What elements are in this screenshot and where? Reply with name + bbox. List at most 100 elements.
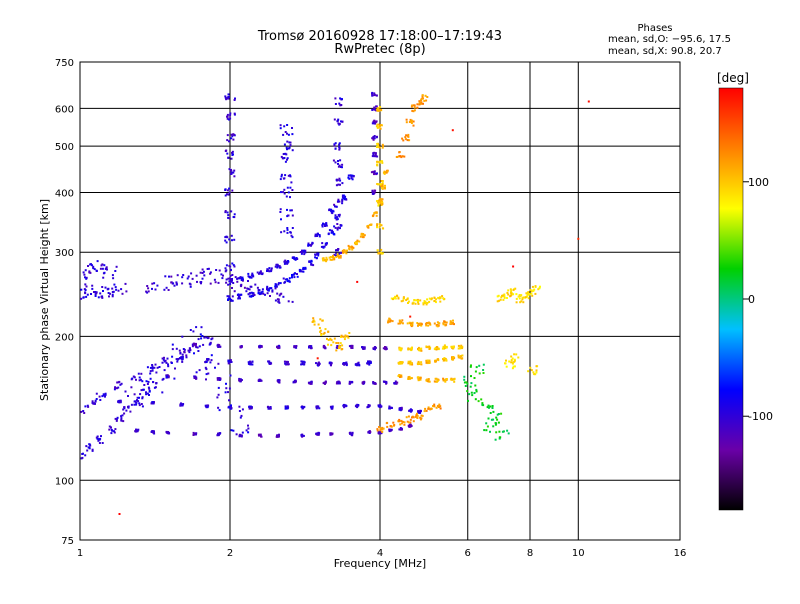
data-point <box>286 186 289 189</box>
data-point <box>110 426 112 429</box>
data-point <box>372 135 375 138</box>
data-point <box>399 155 402 158</box>
data-point <box>246 287 249 290</box>
data-point <box>226 152 229 155</box>
data-point <box>268 362 271 365</box>
data-point <box>500 412 503 415</box>
data-point <box>102 276 105 279</box>
data-point <box>382 145 385 148</box>
data-point <box>337 122 340 125</box>
data-point <box>199 271 202 274</box>
data-point <box>451 378 454 381</box>
data-point <box>156 366 159 369</box>
data-point <box>433 403 436 406</box>
data-point <box>371 155 374 158</box>
data-point <box>146 392 149 395</box>
data-point <box>318 327 321 329</box>
data-point <box>119 399 122 402</box>
data-point <box>330 362 333 365</box>
data-point <box>383 172 386 175</box>
data-point <box>290 209 293 212</box>
data-point <box>342 194 345 197</box>
data-point <box>504 362 506 365</box>
data-point <box>278 433 280 436</box>
data-point <box>84 283 87 286</box>
data-point <box>82 296 85 299</box>
data-point <box>122 408 125 411</box>
data-point <box>399 349 402 352</box>
data-point <box>248 292 251 295</box>
data-point <box>451 129 454 132</box>
data-point <box>81 456 84 459</box>
data-point <box>474 370 477 373</box>
data-point <box>379 106 382 109</box>
data-point <box>291 276 293 279</box>
data-point <box>80 410 83 413</box>
data-point <box>338 200 341 203</box>
data-point <box>286 158 288 161</box>
data-point <box>299 251 302 253</box>
data-point <box>151 287 153 290</box>
data-point <box>298 270 301 273</box>
data-point <box>373 119 376 122</box>
data-point <box>274 299 277 302</box>
data-point <box>426 302 429 304</box>
data-point <box>402 420 405 423</box>
data-point <box>148 389 151 392</box>
trace-series <box>80 282 128 300</box>
data-point <box>314 235 317 238</box>
data-point <box>322 245 325 248</box>
data-point <box>276 345 279 348</box>
data-point <box>138 376 141 379</box>
data-point <box>388 317 391 320</box>
data-point <box>334 161 337 164</box>
data-point <box>381 201 384 204</box>
data-point <box>341 166 343 169</box>
data-point <box>361 346 363 349</box>
data-point <box>396 294 398 297</box>
data-point <box>97 296 100 299</box>
data-point <box>243 286 246 289</box>
data-point <box>372 152 375 155</box>
data-point <box>161 361 164 364</box>
data-point <box>164 275 167 278</box>
data-point <box>402 297 405 299</box>
data-point <box>409 118 412 121</box>
data-point <box>333 203 336 206</box>
data-point <box>84 289 87 291</box>
data-point <box>216 377 219 380</box>
data-point <box>154 363 157 366</box>
data-point <box>245 290 248 293</box>
data-point <box>348 246 351 248</box>
data-point <box>407 135 410 138</box>
data-point <box>111 429 114 432</box>
data-point <box>247 361 250 364</box>
data-point <box>209 272 212 275</box>
data-point <box>498 437 501 440</box>
data-point <box>426 96 429 98</box>
data-point <box>337 160 339 162</box>
data-point <box>101 395 104 398</box>
data-point <box>497 294 500 297</box>
data-point <box>284 160 287 163</box>
chart-subtitle: RwPretec (8p) <box>334 42 425 57</box>
data-point <box>377 183 380 186</box>
data-point <box>323 331 326 334</box>
data-point <box>457 356 460 359</box>
data-point <box>280 191 282 194</box>
data-point <box>210 354 213 357</box>
data-point <box>526 294 529 297</box>
data-point <box>337 198 340 201</box>
data-point <box>175 281 178 284</box>
data-point <box>345 363 348 366</box>
data-point <box>279 282 282 285</box>
data-point <box>231 239 233 242</box>
data-point <box>322 344 325 347</box>
data-point <box>204 366 207 369</box>
data-point <box>226 211 229 214</box>
data-point <box>225 382 227 385</box>
data-point <box>217 362 220 365</box>
data-point <box>95 436 98 439</box>
data-point <box>286 407 289 410</box>
trace-series <box>80 380 158 460</box>
